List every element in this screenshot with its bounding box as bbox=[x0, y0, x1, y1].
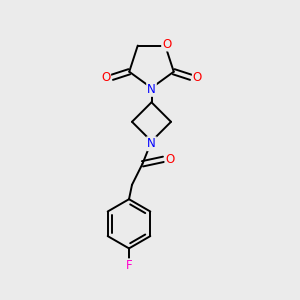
Text: N: N bbox=[147, 83, 156, 96]
Text: O: O bbox=[101, 71, 110, 84]
Text: O: O bbox=[193, 71, 202, 84]
Text: F: F bbox=[126, 259, 132, 272]
Text: N: N bbox=[147, 137, 156, 150]
Text: O: O bbox=[166, 153, 175, 166]
Text: O: O bbox=[162, 38, 171, 51]
